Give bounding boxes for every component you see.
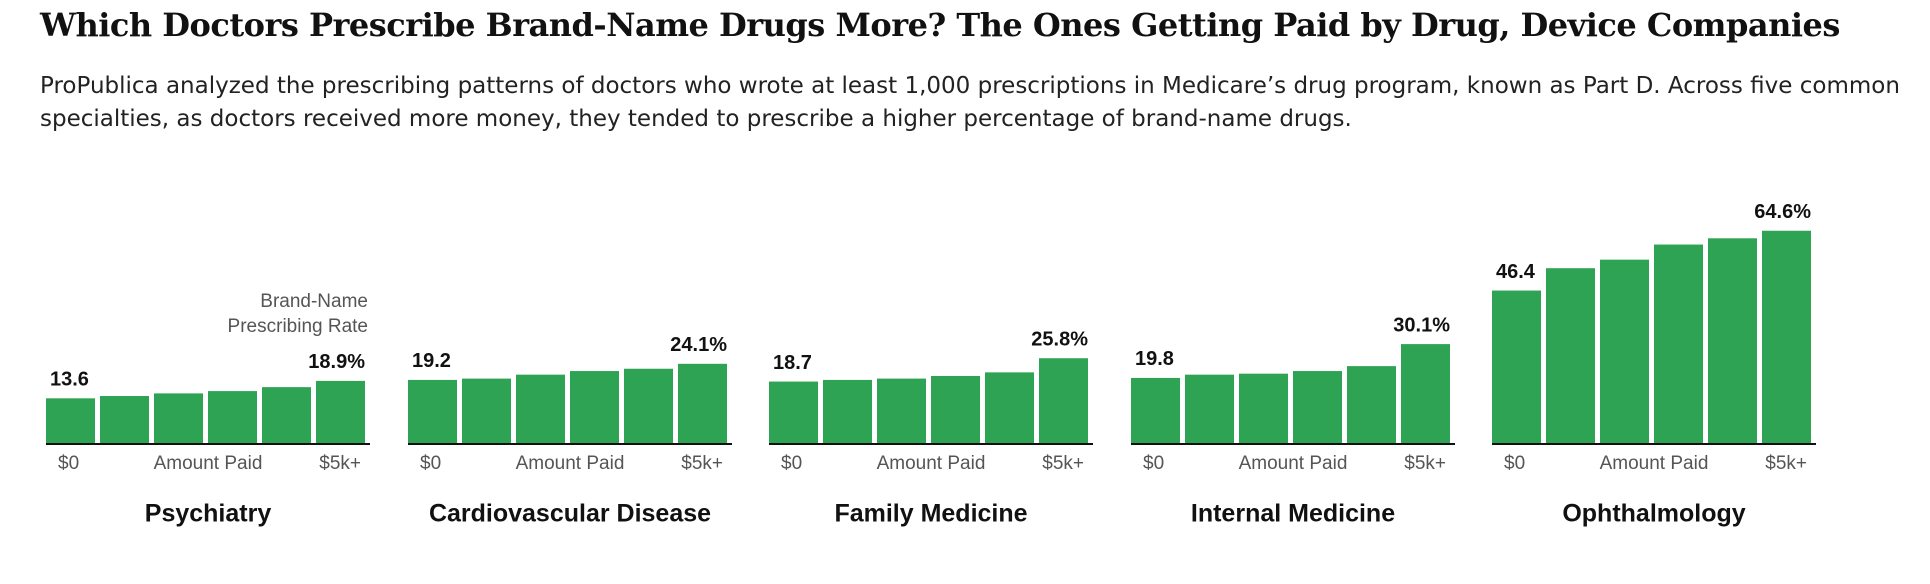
bar xyxy=(931,375,980,443)
x-axis-label: Amount Paid xyxy=(1600,453,1709,474)
bar xyxy=(516,374,565,443)
chart-title: Internal Medicine xyxy=(1191,500,1395,528)
value-label: 19.2 xyxy=(412,350,451,372)
bar xyxy=(624,368,673,443)
value-label: 13.6 xyxy=(50,369,89,391)
bar xyxy=(1185,374,1234,443)
value-label: 18.9% xyxy=(308,351,365,373)
bar xyxy=(1600,259,1649,443)
x-tick-label: $5k+ xyxy=(1042,453,1084,474)
bar xyxy=(1239,373,1288,443)
x-tick-label: $0 xyxy=(58,453,79,474)
chart-title: Cardiovascular Disease xyxy=(429,500,711,528)
bar xyxy=(1347,366,1396,443)
x-tick-label: $0 xyxy=(420,453,441,474)
value-label: 64.6% xyxy=(1754,201,1811,223)
value-label: 46.4 xyxy=(1496,261,1536,283)
bar xyxy=(570,371,619,443)
page-subtitle: ProPublica analyzed the prescribing patt… xyxy=(40,73,1900,132)
x-tick-label: $0 xyxy=(1143,453,1164,474)
bar xyxy=(985,372,1034,443)
chart-title: Family Medicine xyxy=(834,500,1027,528)
value-label: 19.8 xyxy=(1135,348,1174,370)
bar xyxy=(208,391,257,443)
bar xyxy=(262,387,311,443)
bar xyxy=(154,393,203,443)
value-label: 30.1% xyxy=(1393,314,1450,336)
page-title: Which Doctors Prescribe Brand-Name Drugs… xyxy=(40,6,1840,44)
bar xyxy=(769,381,818,443)
chart-title: Ophthalmology xyxy=(1562,500,1745,528)
x-axis-label: Amount Paid xyxy=(1239,453,1348,474)
x-tick-label: $5k+ xyxy=(681,453,723,474)
bar xyxy=(316,380,365,443)
bar xyxy=(46,398,95,443)
bar xyxy=(1708,238,1757,443)
bar xyxy=(877,378,926,443)
x-tick-label: $5k+ xyxy=(1404,453,1446,474)
bar xyxy=(1401,344,1450,443)
x-tick-label: $5k+ xyxy=(319,453,361,474)
x-tick-label: $5k+ xyxy=(1765,453,1807,474)
x-axis-label: Amount Paid xyxy=(516,453,625,474)
value-label: 18.7 xyxy=(773,352,812,374)
bar xyxy=(1546,268,1595,443)
bar xyxy=(1654,244,1703,443)
bar xyxy=(100,396,149,443)
chart-title: Psychiatry xyxy=(145,500,272,528)
value-label: 24.1% xyxy=(670,334,727,356)
bar xyxy=(1293,371,1342,443)
x-tick-label: $0 xyxy=(781,453,802,474)
x-axis-label: Amount Paid xyxy=(877,453,986,474)
bar xyxy=(462,378,511,443)
annotation: Prescribing Rate xyxy=(228,316,368,337)
bar xyxy=(1039,358,1088,443)
bar xyxy=(678,363,727,443)
bar xyxy=(823,379,872,443)
bar xyxy=(1492,290,1541,443)
x-axis-label: Amount Paid xyxy=(154,453,263,474)
x-tick-label: $0 xyxy=(1504,453,1525,474)
bar xyxy=(1762,230,1811,443)
bar xyxy=(1131,377,1180,443)
bar xyxy=(408,379,457,443)
value-label: 25.8% xyxy=(1031,329,1088,351)
annotation: Brand-Name xyxy=(260,291,368,312)
